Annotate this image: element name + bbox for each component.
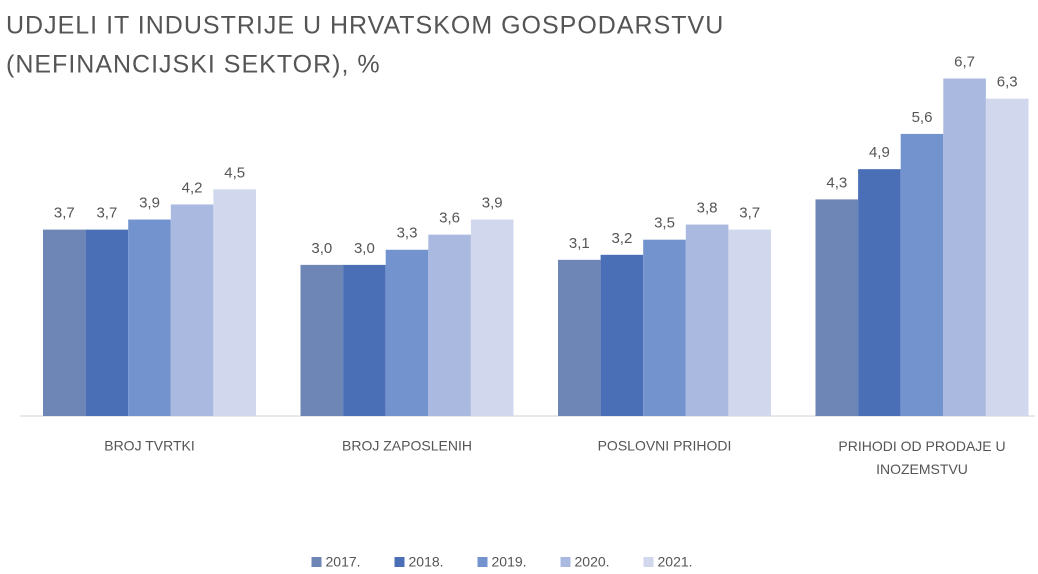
bar: [85, 229, 129, 416]
bar: [128, 219, 171, 416]
bar: [428, 234, 471, 416]
bar: [643, 239, 686, 416]
legend-label: 2018.: [409, 554, 444, 570]
bar: [600, 254, 644, 416]
data-label: 4,3: [826, 174, 847, 191]
legend-swatch: [477, 557, 488, 567]
data-label: 4,2: [182, 179, 203, 196]
legend-label: 2019.: [492, 554, 527, 570]
data-label: 5,6: [912, 109, 933, 126]
data-label: 3,9: [482, 195, 503, 212]
data-label: 4,9: [869, 144, 890, 161]
x-tick-label: POSLOVNI PRIHODI: [598, 438, 732, 454]
data-label: 6,7: [954, 53, 975, 70]
bar: [985, 98, 1029, 416]
bar: [343, 264, 386, 416]
bar: [943, 78, 986, 417]
bar: [43, 229, 86, 416]
bar: [728, 229, 771, 416]
bar: [300, 264, 344, 416]
data-label: 3,1: [569, 235, 590, 252]
x-tick-label: PRIHODI OD PRODAJE U INOZEMSTVU: [838, 438, 1005, 477]
bar: [858, 169, 901, 416]
bar: [815, 199, 859, 416]
data-label: 3,8: [697, 200, 718, 217]
data-label: 3,7: [96, 205, 117, 222]
x-tick-label: BROJ ZAPOSLENIH: [342, 438, 472, 454]
data-label: 3,3: [397, 225, 418, 242]
data-label: 3,6: [439, 210, 460, 227]
data-label: 3,0: [311, 240, 332, 257]
data-label: 3,7: [54, 205, 75, 222]
legend-swatch: [560, 557, 571, 567]
data-label: 4,5: [224, 164, 245, 181]
data-label: 6,3: [997, 74, 1018, 91]
bar: [213, 189, 256, 416]
legend-label: 2020.: [575, 554, 610, 570]
data-label: 3,0: [354, 240, 375, 257]
bar: [385, 249, 429, 416]
legend-swatch: [394, 557, 405, 567]
legend-swatch: [311, 557, 322, 567]
data-label: 3,2: [611, 230, 632, 247]
bar: [685, 224, 729, 416]
chart-title: (NEFINANCIJSKI SEKTOR), %: [6, 51, 381, 79]
bar: [900, 133, 944, 416]
bar: [170, 204, 214, 416]
bar: [470, 219, 514, 416]
data-label: 3,9: [139, 195, 160, 212]
x-tick-label: BROJ TVRTKI: [104, 438, 195, 454]
chart-title: UDJELI IT INDUSTRIJE U HRVATSKOM GOSPODA…: [6, 12, 724, 40]
legend-swatch: [643, 557, 654, 567]
bar: [558, 259, 601, 416]
legend-label: 2021.: [658, 554, 693, 570]
data-label: 3,5: [654, 215, 675, 232]
data-label: 3,7: [739, 205, 760, 222]
legend-label: 2017.: [326, 554, 361, 570]
